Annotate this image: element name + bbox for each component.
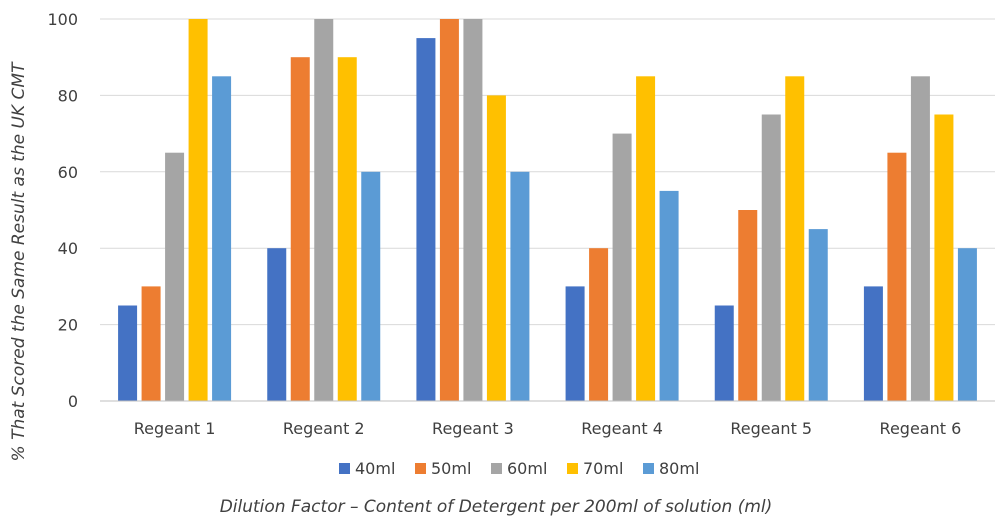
x-axis-title: Dilution Factor – Content of Detergent p… [220, 497, 773, 517]
bar-40ml [416, 38, 436, 401]
legend-swatch-40ml [339, 463, 350, 474]
bar-80ml [659, 190, 679, 401]
x-category-label: Regeant 2 [283, 419, 365, 438]
y-tick-label: 80 [58, 86, 78, 105]
y-tick-label: 40 [58, 239, 78, 258]
y-tick-label: 100 [47, 10, 78, 29]
x-category-label: Regeant 5 [730, 419, 812, 438]
legend-swatch-70ml [567, 463, 578, 474]
x-axis-categories: Regeant 1 Regeant 2 Regeant 3 Regeant 4 Rege… [134, 419, 962, 438]
bar-60ml [463, 19, 483, 401]
bar-60ml [165, 152, 185, 401]
bar-60ml [612, 133, 632, 401]
y-axis-title: % That Scored the Same Result as the UK … [9, 61, 29, 462]
x-category-label: Regeant 3 [432, 419, 514, 438]
bar-50ml [589, 248, 609, 401]
bar-80ml [510, 171, 530, 401]
bar-40ml [267, 248, 287, 401]
bar-70ml [636, 76, 656, 402]
bar-70ml [486, 95, 506, 402]
gridlines [100, 18, 995, 326]
legend-label-70ml: 70ml [583, 459, 623, 478]
bar-70ml [188, 19, 208, 401]
bar-60ml [314, 19, 334, 401]
bar-80ml [212, 76, 232, 402]
y-axis-ticks: 0 20 40 60 80 100 [47, 10, 78, 411]
bar-50ml [290, 57, 310, 401]
legend: 40ml 50ml 60ml 70ml 80ml [339, 459, 699, 478]
bar-60ml [761, 114, 781, 401]
legend-swatch-60ml [491, 463, 502, 474]
bar-70ml [785, 76, 805, 402]
legend-label-80ml: 80ml [659, 459, 699, 478]
x-category-label: Regeant 1 [134, 419, 216, 438]
bar-40ml [565, 286, 585, 401]
bar-70ml [934, 114, 954, 401]
y-tick-label: 20 [58, 316, 78, 335]
bar-50ml [738, 210, 758, 401]
legend-swatch-50ml [415, 463, 426, 474]
x-category-label: Regeant 6 [880, 419, 962, 438]
y-tick-label: 60 [58, 163, 78, 182]
legend-label-60ml: 60ml [507, 459, 547, 478]
bars [118, 19, 977, 402]
bar-60ml [910, 76, 930, 402]
bar-40ml [714, 305, 734, 401]
x-category-label: Regeant 4 [581, 419, 663, 438]
bar-40ml [118, 305, 138, 401]
bar-50ml [141, 286, 161, 401]
legend-label-40ml: 40ml [355, 459, 395, 478]
y-tick-label: 0 [68, 392, 78, 411]
bar-50ml [887, 152, 907, 401]
bar-70ml [337, 57, 357, 401]
legend-swatch-80ml [643, 463, 654, 474]
legend-label-50ml: 50ml [431, 459, 471, 478]
bar-50ml [439, 19, 459, 401]
bar-40ml [863, 286, 883, 401]
bar-80ml [361, 171, 381, 401]
bar-80ml [957, 248, 977, 401]
bar-80ml [808, 229, 828, 401]
